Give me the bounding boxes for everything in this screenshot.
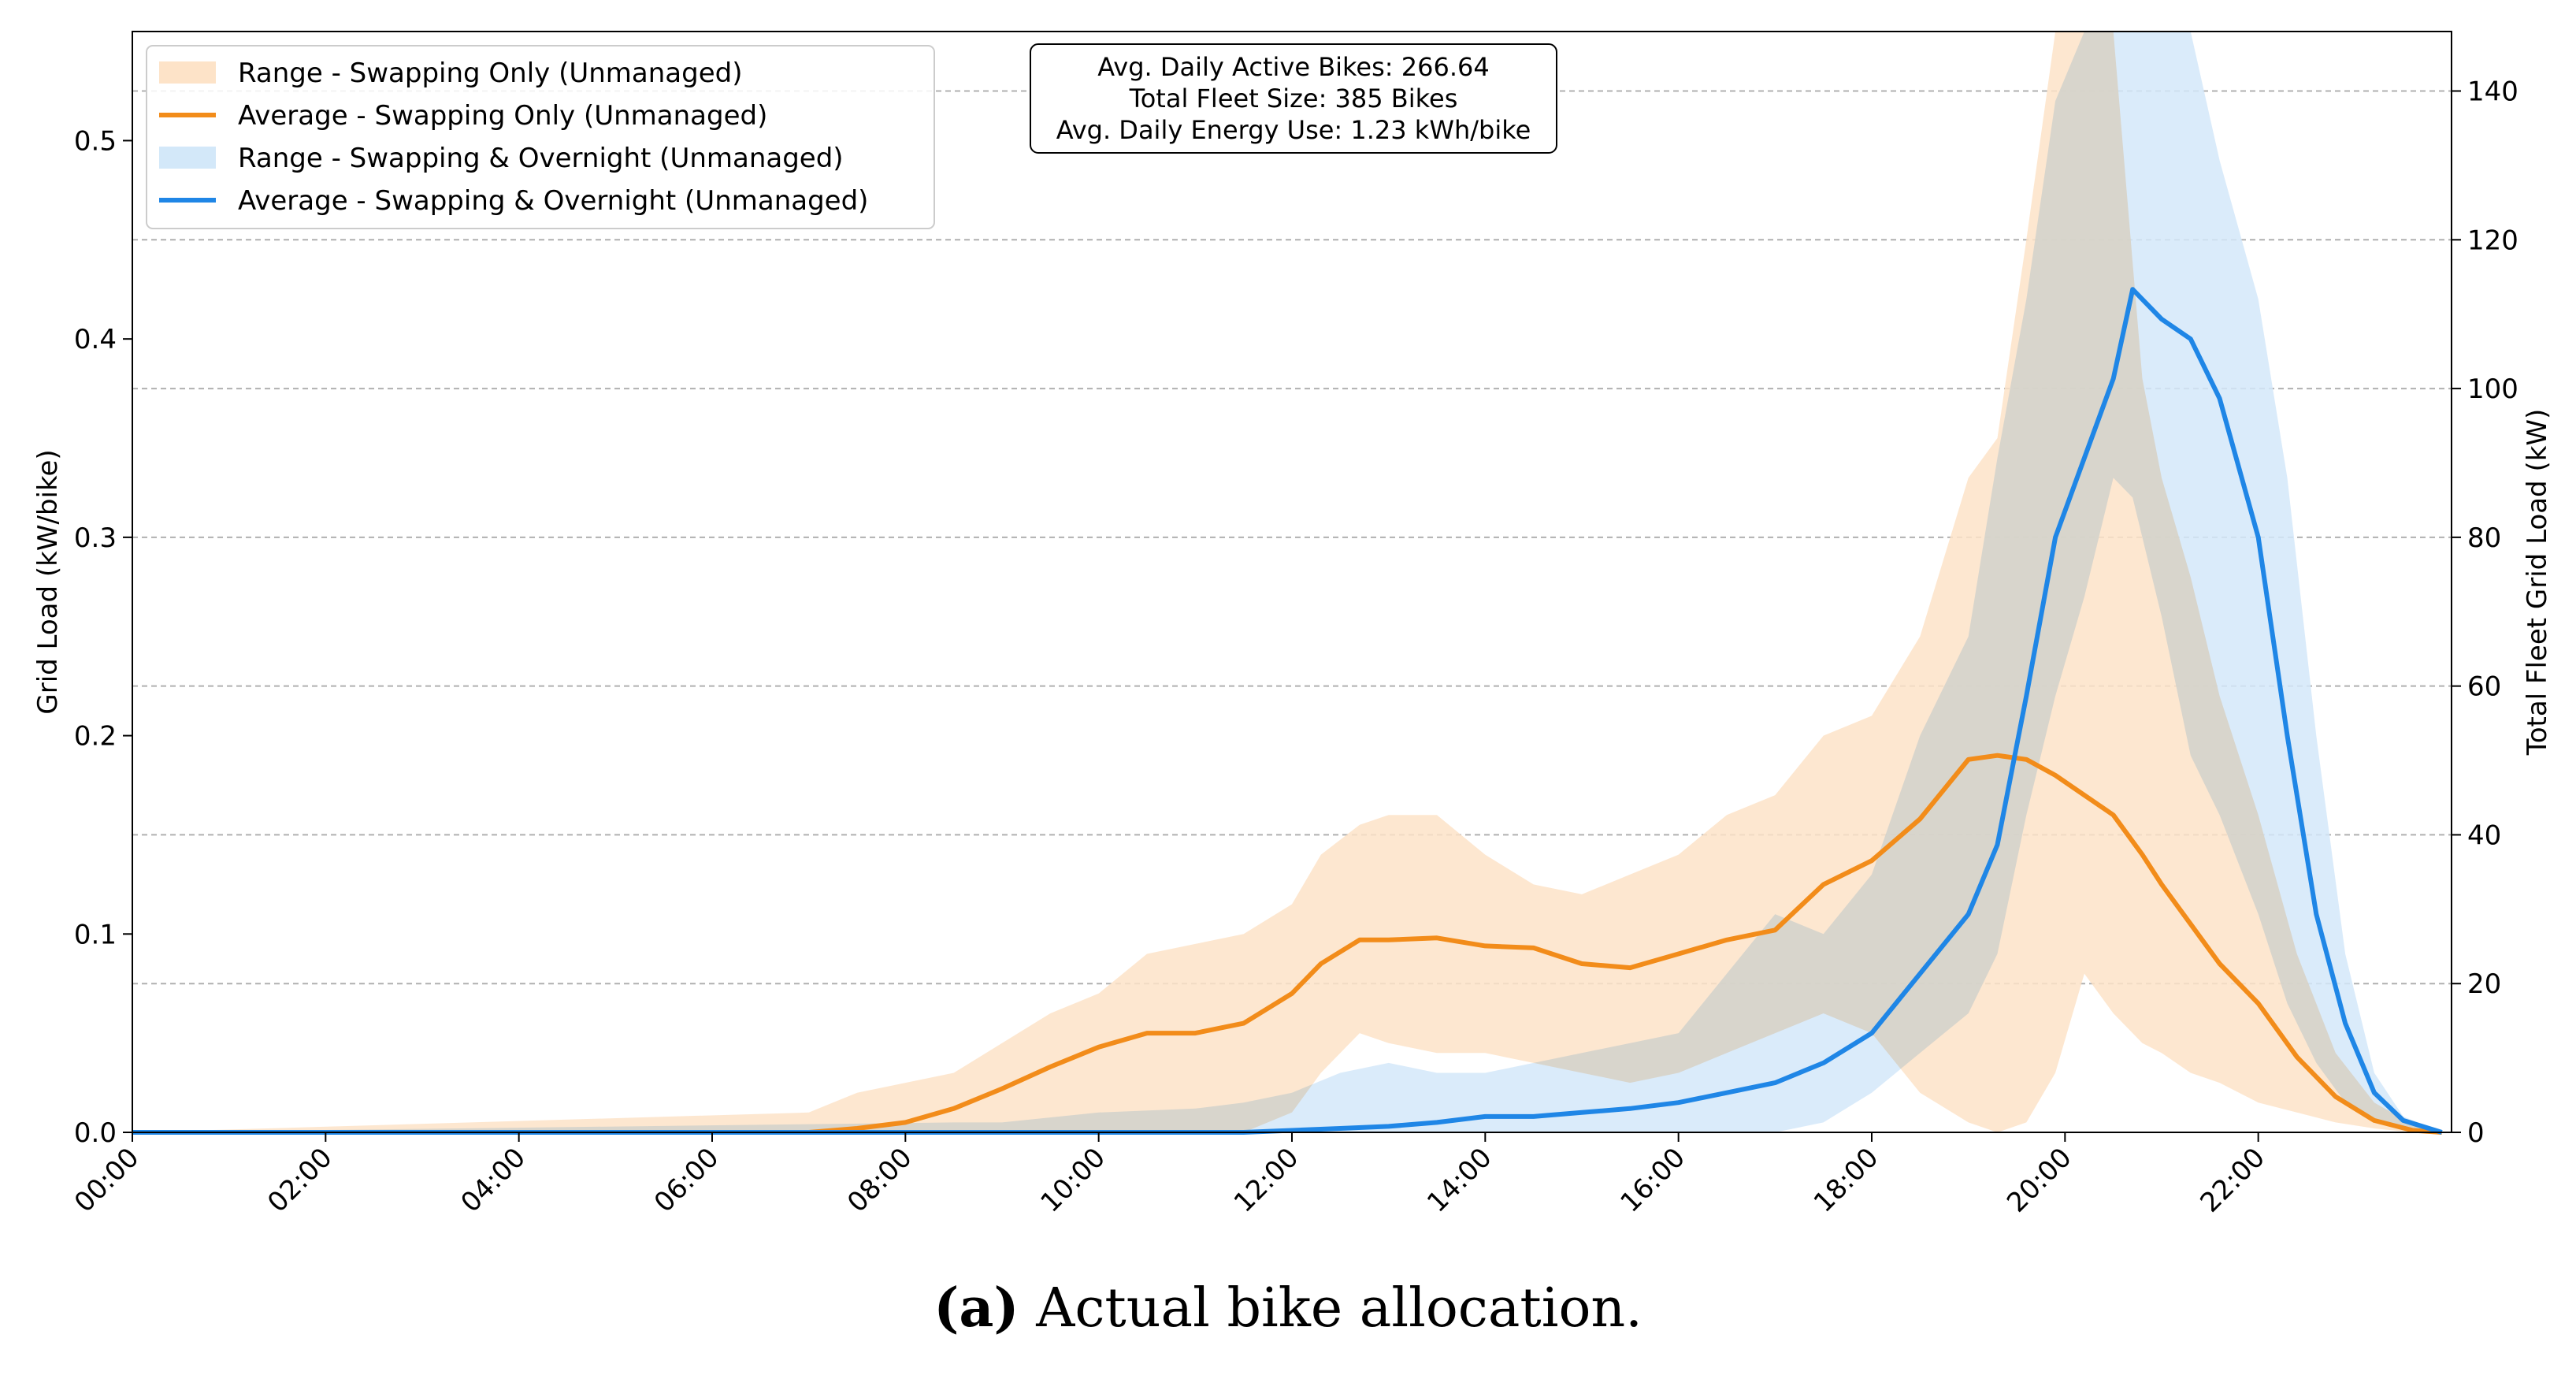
x-tick-label-10: 20:00: [2001, 1142, 2078, 1219]
y-axis-left: 0.0 0.1 0.2 0.3 0.4 0.5: [74, 125, 132, 1149]
range-band-swapping-only: [132, 32, 2442, 1132]
legend: Range - Swapping Only (Unmanaged) Average…: [146, 45, 935, 229]
y-left-tick-label-5: 0.5: [74, 125, 117, 157]
y-left-tick-label-0: 0.0: [74, 1117, 117, 1149]
x-tick-label-11: 22:00: [2194, 1142, 2271, 1219]
y-right-tick-label-0: 0: [2467, 1117, 2485, 1149]
x-tick-label-5: 10:00: [1034, 1142, 1112, 1219]
y-axis-right-label: Total Fleet Grid Load (kW): [2522, 409, 2553, 756]
y-right-tick-label-3: 60: [2467, 671, 2501, 703]
legend-label-1: Average - Swapping Only (Unmanaged): [238, 100, 767, 132]
x-axis: 00:00 02:00 04:00 06:00 08:00 10:00 12:00 14:00…: [69, 1132, 2271, 1219]
legend-label-3: Average - Swapping & Overnight (Unmanage…: [238, 185, 868, 217]
y-right-tick-label-2: 40: [2467, 820, 2501, 851]
y-left-tick-label-1: 0.1: [74, 919, 117, 950]
y-left-tick-label-4: 0.4: [74, 324, 117, 355]
x-tick-label-9: 18:00: [1808, 1142, 1885, 1219]
x-tick-label-0: 00:00: [69, 1142, 146, 1219]
y-left-tick-label-3: 0.3: [74, 522, 117, 554]
x-tick-label-4: 08:00: [841, 1142, 919, 1219]
legend-swatch-0: [159, 61, 216, 84]
legend-label-2: Range - Swapping & Overnight (Unmanaged): [238, 143, 844, 174]
y-axis-left-label: Grid Load (kW/bike): [32, 449, 64, 714]
figure-caption: (a) Actual bike allocation.: [0, 1277, 2576, 1340]
caption-panel-label: (a): [934, 1277, 1019, 1340]
average-lines: [132, 287, 2443, 1135]
y-right-tick-label-1: 20: [2467, 968, 2501, 1000]
y-right-tick-label-5: 100: [2467, 374, 2518, 405]
x-tick-label-8: 16:00: [1614, 1142, 1691, 1219]
x-tick-label-6: 12:00: [1228, 1142, 1305, 1219]
y-right-tick-label-7: 140: [2467, 76, 2518, 108]
x-tick-label-7: 14:00: [1421, 1142, 1498, 1219]
y-left-tick-label-2: 0.2: [74, 721, 117, 753]
annotation-box: [1030, 43, 1557, 154]
average-line-swapping-only: [132, 753, 2442, 1135]
range-band-swapping-overnight: [132, 32, 2442, 1132]
y-right-tick-label-4: 80: [2467, 522, 2501, 554]
average-line-swapping-overnight: [132, 287, 2443, 1135]
caption-text: Actual bike allocation.: [1019, 1277, 1642, 1340]
legend-label-0: Range - Swapping Only (Unmanaged): [238, 58, 743, 89]
legend-box: [146, 45, 935, 229]
annotation-line-2: Avg. Daily Energy Use: 1.23 kWh/bike: [1056, 115, 1531, 145]
range-bands: [132, 32, 2442, 1132]
x-tick-label-1: 02:00: [262, 1142, 339, 1219]
y-right-tick-label-6: 120: [2467, 225, 2518, 256]
legend-swatch-2: [159, 147, 216, 169]
y-axis-right: 0 20 40 60 80 100 120 140: [2452, 76, 2518, 1149]
annotation-line-1: Total Fleet Size: 385 Bikes: [1129, 84, 1458, 113]
x-tick-label-2: 04:00: [455, 1142, 532, 1219]
annotation-line-0: Avg. Daily Active Bikes: 266.64: [1097, 52, 1489, 82]
x-tick-label-3: 06:00: [648, 1142, 726, 1219]
chart-canvas: 00:00 02:00 04:00 06:00 08:00 10:00 12:00 14:00…: [32, 31, 2553, 1219]
